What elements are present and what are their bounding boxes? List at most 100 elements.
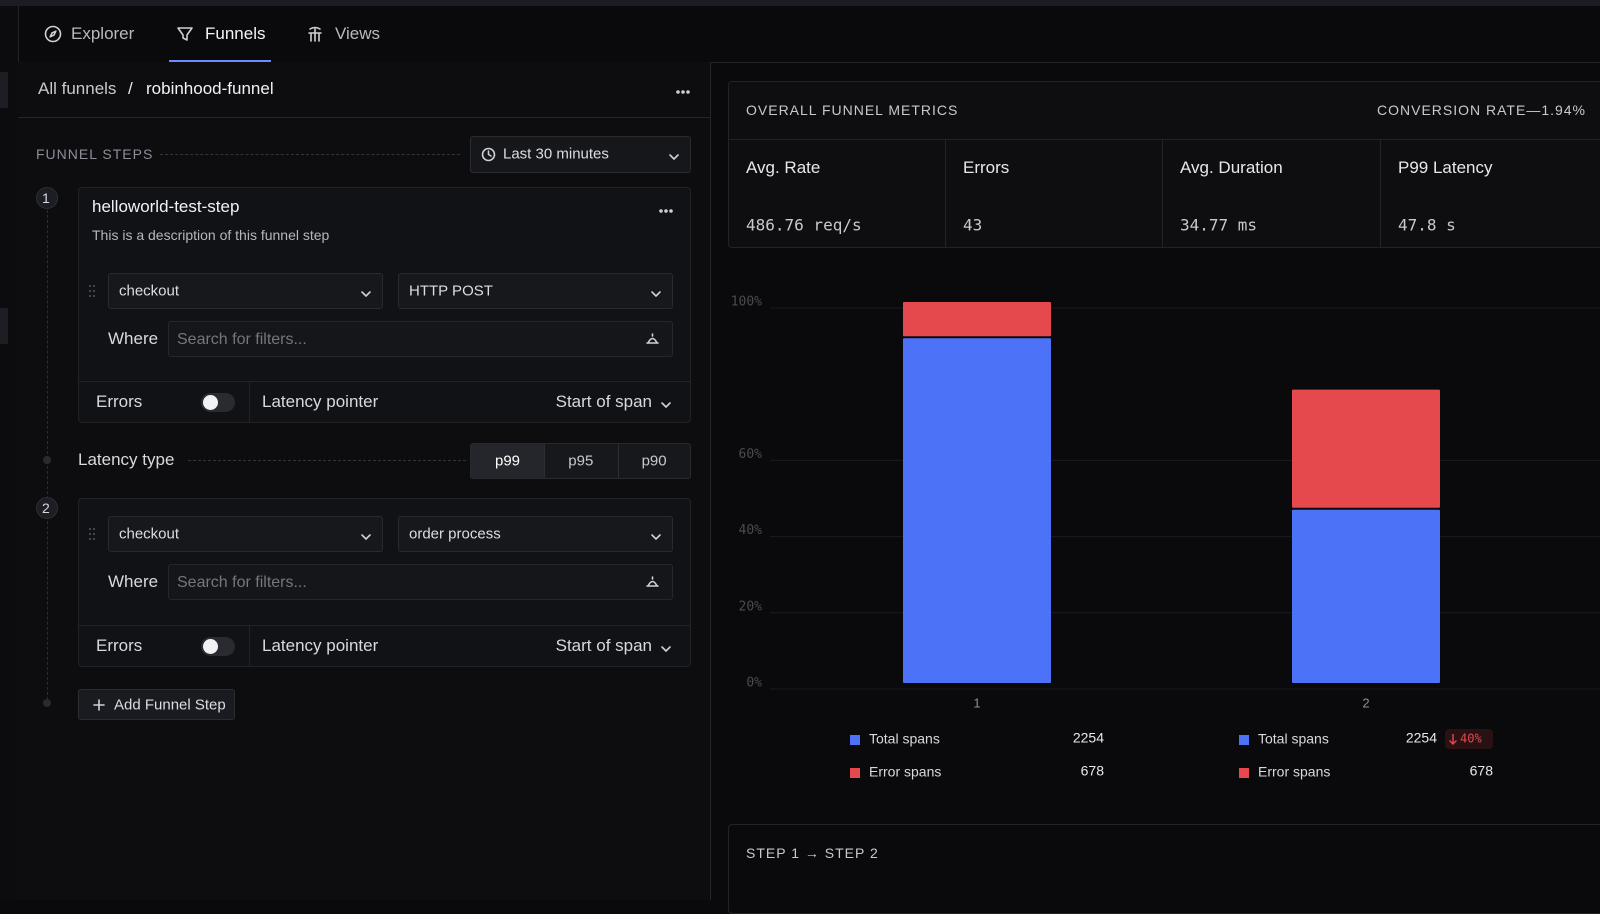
sidebar-marker xyxy=(0,72,8,108)
column-divider xyxy=(249,625,250,667)
change-label: 40% xyxy=(1460,732,1482,746)
legend-swatch xyxy=(1239,768,1249,778)
x-tick-label: 1 xyxy=(973,695,980,710)
chevron-down xyxy=(650,286,662,297)
y-tick-label: 100% xyxy=(731,295,762,310)
step-number-text: 1 xyxy=(42,190,50,206)
metric-label: Errors xyxy=(963,158,1010,177)
step-number xyxy=(36,187,58,209)
select[interactable] xyxy=(398,516,673,552)
metric-value: 43 xyxy=(963,215,983,235)
legend-label: Total spans xyxy=(869,731,940,747)
chevron-down xyxy=(360,529,372,540)
x-tick-label: 2 xyxy=(1362,695,1369,710)
select-value: checkout xyxy=(119,282,180,300)
time-select[interactable] xyxy=(470,136,691,173)
latency-type-label: Latency type xyxy=(78,450,175,469)
tab-underline xyxy=(169,60,271,62)
segment[interactable] xyxy=(617,444,692,478)
select[interactable] xyxy=(108,516,383,552)
select-value: order process xyxy=(409,525,501,543)
step-name: helloworld-test-step xyxy=(92,197,240,216)
top-strip xyxy=(0,0,1600,6)
filter-input[interactable] xyxy=(168,321,673,357)
bar-segment xyxy=(1292,509,1440,683)
metric-value: 34.77 ms xyxy=(1180,215,1258,235)
bar-segment xyxy=(903,302,1051,337)
step-description: This is a description of this funnel ste… xyxy=(92,227,330,243)
dashed-line xyxy=(188,460,466,461)
where-label: Where xyxy=(108,329,159,348)
metric-value: 47.8 s xyxy=(1398,215,1456,235)
tab[interactable]: Views xyxy=(335,24,381,43)
chevron-down xyxy=(668,149,680,160)
change-pill xyxy=(1445,729,1493,749)
filter-placeholder: Search for filters... xyxy=(177,331,307,348)
more-menu xyxy=(657,203,675,213)
timeline-dot xyxy=(43,699,51,707)
breadcrumb-link[interactable]: All funnels xyxy=(38,79,117,98)
select[interactable] xyxy=(398,273,673,309)
sidebar xyxy=(0,6,19,900)
step-number-text: 2 xyxy=(42,500,50,516)
select-value: checkout xyxy=(119,525,180,543)
filter-icon xyxy=(645,575,660,589)
filter-icon xyxy=(645,332,660,346)
segment[interactable] xyxy=(544,444,618,478)
breadcrumb-current: robinhood-funnel xyxy=(146,79,274,98)
legend-value: 2254 xyxy=(1073,730,1104,746)
latency-pointer-label: Latency pointer xyxy=(262,636,379,655)
breadcrumb-separator: / xyxy=(128,79,133,98)
legend-swatch xyxy=(850,735,860,745)
more-menu xyxy=(674,84,692,94)
filter-input[interactable] xyxy=(168,564,673,600)
cell-divider xyxy=(945,140,946,248)
metric-label: Avg. Duration xyxy=(1180,158,1283,177)
chevron-down xyxy=(660,641,672,652)
errors-label: Errors xyxy=(96,636,143,655)
chevron-down xyxy=(660,397,672,408)
legend-label: Total spans xyxy=(1258,731,1329,747)
cell-divider xyxy=(1380,140,1381,248)
y-tick-label: 20% xyxy=(739,599,763,614)
errors-label: Errors xyxy=(96,392,143,411)
cell-divider xyxy=(1162,140,1163,248)
select-value: HTTP POST xyxy=(409,282,493,300)
sidebar-marker xyxy=(0,308,8,344)
latency-pointer: Start of span xyxy=(555,392,652,411)
filter-placeholder: Search for filters... xyxy=(177,574,307,591)
select[interactable] xyxy=(108,273,383,309)
row-divider xyxy=(79,625,690,626)
metric-value: 486.76 req/s xyxy=(746,215,862,235)
conversion-rate: CONVERSION RATE—1.94% xyxy=(1377,102,1587,118)
tab[interactable]: Explorer xyxy=(71,24,135,43)
segment-label: p90 xyxy=(641,452,667,470)
bar-segment xyxy=(903,338,1051,683)
toggle-knob xyxy=(203,639,218,654)
step-section xyxy=(728,824,1600,914)
plus-icon xyxy=(92,698,106,712)
add-step-label: Add Funnel Step xyxy=(114,696,226,714)
y-tick-label: 40% xyxy=(739,523,763,538)
tab-icon xyxy=(306,25,324,43)
legend-swatch xyxy=(850,768,860,778)
toggle-knob xyxy=(203,395,218,410)
column-divider xyxy=(249,381,250,423)
y-tick-label: 0% xyxy=(746,676,762,691)
latency-pointer: Start of span xyxy=(555,636,652,655)
segment-label: p99 xyxy=(494,452,521,470)
tab[interactable]: Funnels xyxy=(205,24,266,43)
chart: 0% 20% 40% 60% 100% 1 Total spans 2254 Error spa… xyxy=(731,295,1600,780)
metrics-card xyxy=(728,81,1600,248)
row-divider xyxy=(79,381,690,382)
metric-label: P99 Latency xyxy=(1398,158,1493,177)
chevron-down xyxy=(650,529,662,540)
legend-swatch xyxy=(1239,735,1249,745)
step-section-title: STEP 1 → STEP 2 xyxy=(746,845,879,861)
legend-label: Error spans xyxy=(1258,764,1330,780)
tab-icon xyxy=(44,25,62,43)
segment[interactable] xyxy=(471,444,544,478)
section-heading: FUNNEL STEPS xyxy=(36,146,154,162)
